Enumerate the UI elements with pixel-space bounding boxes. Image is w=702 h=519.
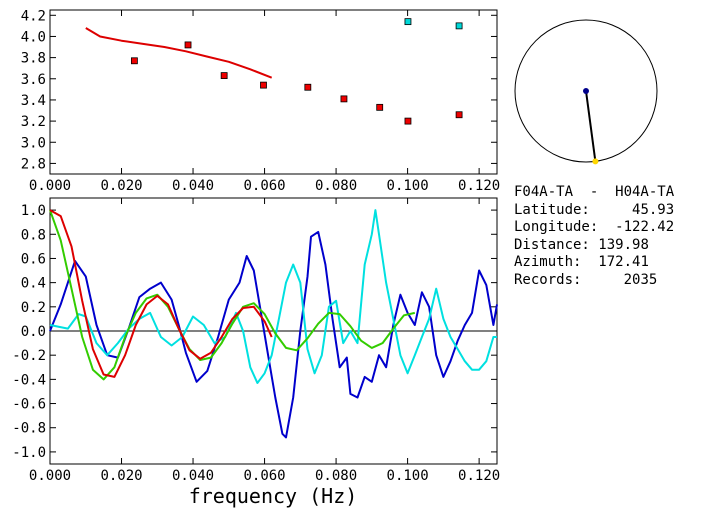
bottom-x-tick-label: 0.120 [458, 468, 500, 484]
info-row: Azimuth: 172.41 [514, 254, 674, 272]
info-label: Azimuth: [514, 254, 582, 271]
top-x-tick-label: 0.040 [172, 178, 214, 194]
bottom-y-tick-label: -0.6 [12, 397, 46, 413]
azimuth-polar-plot [514, 19, 658, 165]
station-center-dot [583, 88, 589, 94]
bottom-data-lines [49, 209, 498, 439]
top-y-tick-label: 3.2 [21, 114, 46, 130]
info-value: 139.98 [598, 236, 649, 253]
info-label: Distance: [514, 236, 590, 253]
top-x-tick-label: 0.020 [100, 178, 142, 194]
bottom-x-tick-label: 0.060 [243, 468, 285, 484]
top-x-tick-label: 0.060 [243, 178, 285, 194]
top-y-tick-label: 2.8 [21, 156, 46, 172]
info-label: Latitude: [514, 201, 590, 218]
bottom-x-tick-label: 0.000 [29, 468, 71, 484]
top-data-marks [85, 18, 463, 125]
bottom-correlation-panel: 0.000 0.020 0.040 0.060 0.080 0.100 0.120 1.0 0.… [12, 197, 500, 508]
top-cyan-points-point [404, 18, 412, 26]
top-red-points-point [260, 81, 267, 89]
bottom-y-tick-label: -0.4 [12, 372, 46, 388]
bottom-x-tick-label: 0.020 [100, 468, 142, 484]
bottom-cyan-line [49, 209, 497, 384]
bottom-x-tick-label: 0.080 [315, 468, 357, 484]
top-red-points-point [404, 117, 412, 125]
station-tip-dot [592, 158, 599, 165]
top-red-points-point [220, 72, 228, 79]
top-y-tick-label: 3.8 [21, 51, 46, 67]
info-spacer [581, 272, 623, 288]
top-plot-frame [49, 9, 498, 175]
top-cyan-points-point [455, 22, 463, 30]
info-spacer [581, 254, 598, 270]
bottom-blue-line [49, 230, 498, 439]
info-value: 172.41 [598, 254, 649, 271]
bottom-y-tick-label: -0.8 [12, 421, 46, 437]
bottom-x-tick-label: 0.100 [387, 468, 429, 484]
info-row: Latitude: 45.93 [514, 202, 674, 220]
top-axis-ticks: 0.000 0.020 0.040 0.060 0.080 0.100 0.120 2.8 3.… [21, 8, 500, 194]
top-red-curve-line [85, 27, 273, 79]
x-axis-label: frequency (Hz) [189, 484, 358, 508]
info-row: Distance: 139.98 [514, 237, 674, 255]
bottom-x-tick-label: 0.040 [172, 468, 214, 484]
bottom-y-tick-label: 0.4 [21, 276, 46, 292]
top-x-tick-label: 0.120 [458, 178, 500, 194]
top-x-tick-label: 0.100 [387, 178, 429, 194]
station-info-panel: F04A-TA - H04A-TA Latitude: 45.93 Longitu… [514, 184, 674, 290]
top-phase-velocity-panel: 0.000 0.020 0.040 0.060 0.080 0.100 0.120 2.8 3.… [21, 8, 500, 194]
bottom-y-tick-label: -1.0 [12, 445, 46, 461]
info-label: Longitude: [514, 219, 599, 236]
info-value: -122.42 [615, 219, 675, 236]
top-y-tick-label: 3.6 [21, 72, 46, 88]
top-red-points-point [130, 57, 138, 65]
top-red-points-point [304, 83, 312, 91]
bottom-y-tick-label: 0.2 [21, 300, 46, 316]
bottom-green-line [49, 209, 416, 381]
info-row: Records: 2035 [514, 272, 674, 290]
info-value: 45.93 [632, 201, 675, 218]
top-red-points-point [184, 41, 192, 49]
top-red-points-point [376, 103, 384, 111]
bottom-y-tick-label: 0.0 [21, 324, 46, 340]
bottom-y-tick-label: 1.0 [21, 203, 46, 219]
info-label: Records: [514, 271, 582, 288]
top-y-tick-label: 4.0 [21, 29, 46, 45]
azimuth-circle [514, 19, 658, 163]
info-row: Longitude: -122.42 [514, 219, 674, 237]
azimuth-needle [585, 90, 597, 162]
info-value: 2035 [623, 271, 658, 288]
top-x-tick-label: 0.080 [315, 178, 357, 194]
bottom-y-tick-label: 0.6 [21, 251, 46, 267]
bottom-red-line [49, 209, 273, 378]
top-y-tick-label: 3.0 [21, 135, 46, 151]
top-y-tick-label: 3.4 [21, 93, 46, 109]
top-x-tick-label: 0.000 [29, 178, 71, 194]
bottom-y-tick-label: -0.2 [12, 348, 46, 364]
bottom-axis-ticks: 0.000 0.020 0.040 0.060 0.080 0.100 0.120 1.0 0.… [12, 198, 500, 484]
bottom-y-tick-label: 0.8 [21, 227, 46, 243]
top-red-points-point [455, 111, 463, 119]
top-y-tick-label: 4.2 [21, 8, 46, 24]
info-spacer [598, 219, 615, 235]
station-pair-title: F04A-TA - H04A-TA [514, 184, 675, 200]
top-red-points-point [340, 95, 348, 103]
info-spacer [590, 202, 632, 218]
